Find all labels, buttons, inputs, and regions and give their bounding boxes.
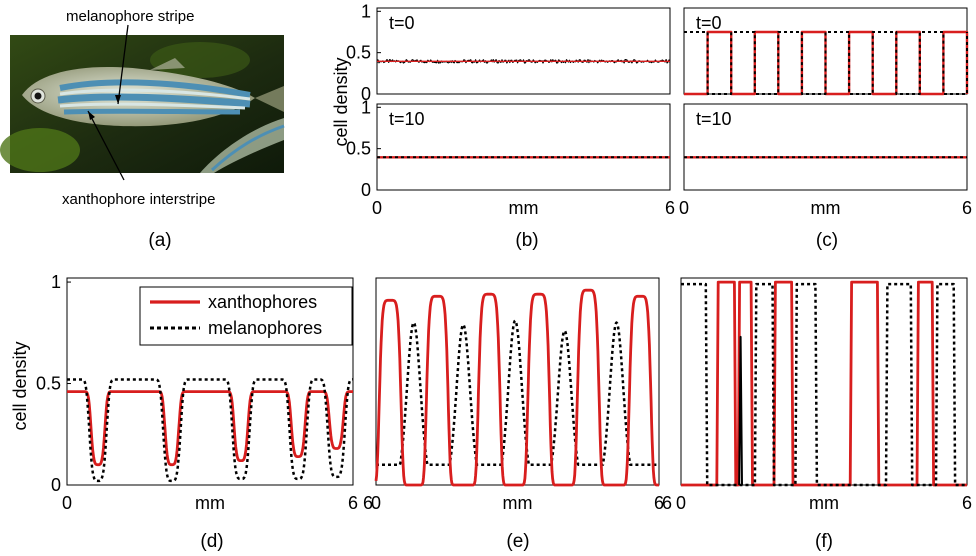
panel-b-top-ytick: 1 xyxy=(361,1,371,21)
panel-label-c: (c) xyxy=(816,230,838,251)
algae-blob xyxy=(150,42,250,78)
panel-f-xtick-0: 0 xyxy=(676,493,686,513)
panel-e-xtick-0: 0 xyxy=(371,493,381,513)
panel-e-xanthophores xyxy=(374,288,660,487)
arrow-melanophore xyxy=(117,24,129,105)
panel-d-melanophores xyxy=(66,378,354,483)
arrowhead-melanophore xyxy=(115,95,121,104)
panel-d-xtick-6: 6 xyxy=(348,493,358,513)
panel-d-ytick: 0.5 xyxy=(36,374,61,394)
panel-d-xlabel: mm xyxy=(195,493,225,513)
panel-f-xtick-6: 6 xyxy=(962,493,972,513)
panel-label-a: (a) xyxy=(148,230,171,251)
panel-e-frame xyxy=(375,277,660,486)
panel-b-bottom-title: t=10 xyxy=(389,109,425,129)
panel-b-bottom-ytick: 0 xyxy=(361,180,371,200)
panel-c-xtick-6: 6 xyxy=(962,198,972,218)
panel-label-b: (b) xyxy=(515,230,538,251)
panel-d-frame xyxy=(66,277,354,486)
arrow-xanthophore xyxy=(87,110,125,181)
panel-d-ytick: 0 xyxy=(51,475,61,495)
melanophore-stripe-label: melanophore stripe xyxy=(66,8,194,25)
panel-e-melanophores xyxy=(375,319,660,466)
panel-b-top-frame xyxy=(376,7,671,95)
algae-blob xyxy=(0,128,80,172)
panel-b-top-ytick: 0 xyxy=(361,84,371,104)
legend-box xyxy=(139,286,353,346)
panel-b-xlabel: mm xyxy=(509,198,539,218)
arrowhead-xanthophore xyxy=(88,111,95,120)
legend-entry-xanthophores: xanthophores xyxy=(208,292,317,312)
panel-b-top-ytick: 0.5 xyxy=(346,43,371,63)
panel-d-xanthophores xyxy=(66,390,354,467)
second-fish xyxy=(200,118,285,173)
panel-b-top-title: t=0 xyxy=(389,13,415,33)
panel-c-bottom-frame xyxy=(683,103,968,191)
photo-panel: melanophore stripe xanthophore interstri… xyxy=(0,8,285,208)
xanthophore-interstripe-label: xanthophore interstripe xyxy=(62,191,215,208)
panel-e-xlabel: mm xyxy=(503,493,533,513)
panel-d-xtick-0: 0 xyxy=(62,493,72,513)
panel-b-ylabel: cell density xyxy=(331,57,351,146)
zebrafish xyxy=(22,58,284,127)
panel-f-xanthophores xyxy=(681,280,967,487)
panel-f-frame xyxy=(680,277,968,486)
panel-label-e: (e) xyxy=(506,531,529,552)
panel-c-top-title: t=0 xyxy=(696,13,722,33)
panel-f-melanophores xyxy=(681,282,967,487)
panel-d-ylabel: cell density xyxy=(10,341,30,430)
panel-b-bottom-ytick: 0.5 xyxy=(346,139,371,159)
panel-b-bottom-frame xyxy=(376,103,671,191)
panel-label-f: (f) xyxy=(815,531,833,552)
panel-b-xtick-0: 0 xyxy=(372,198,382,218)
panel-e-xtick-6-left: 6 xyxy=(363,493,373,513)
panel-f-melanophores-spike xyxy=(738,335,743,486)
panel-b-xtick-6: 6 xyxy=(665,198,675,218)
legend-entry-melanophores: melanophores xyxy=(208,318,322,338)
panel-c-xlabel: mm xyxy=(811,198,841,218)
panel-b-bottom-ytick: 1 xyxy=(361,97,371,117)
panel-label-d: (d) xyxy=(200,531,223,552)
panel-e-xtick-6: 6 xyxy=(654,493,664,513)
panel-f-xlabel: mm xyxy=(809,493,839,513)
legend: xanthophores melanophores xyxy=(139,286,353,346)
panel-f-xtick-6-left: 6 xyxy=(662,493,672,513)
panel-c-xtick-0: 0 xyxy=(679,198,689,218)
panel-d-ytick: 1 xyxy=(51,272,61,292)
panel-c-bottom-title: t=10 xyxy=(696,109,732,129)
